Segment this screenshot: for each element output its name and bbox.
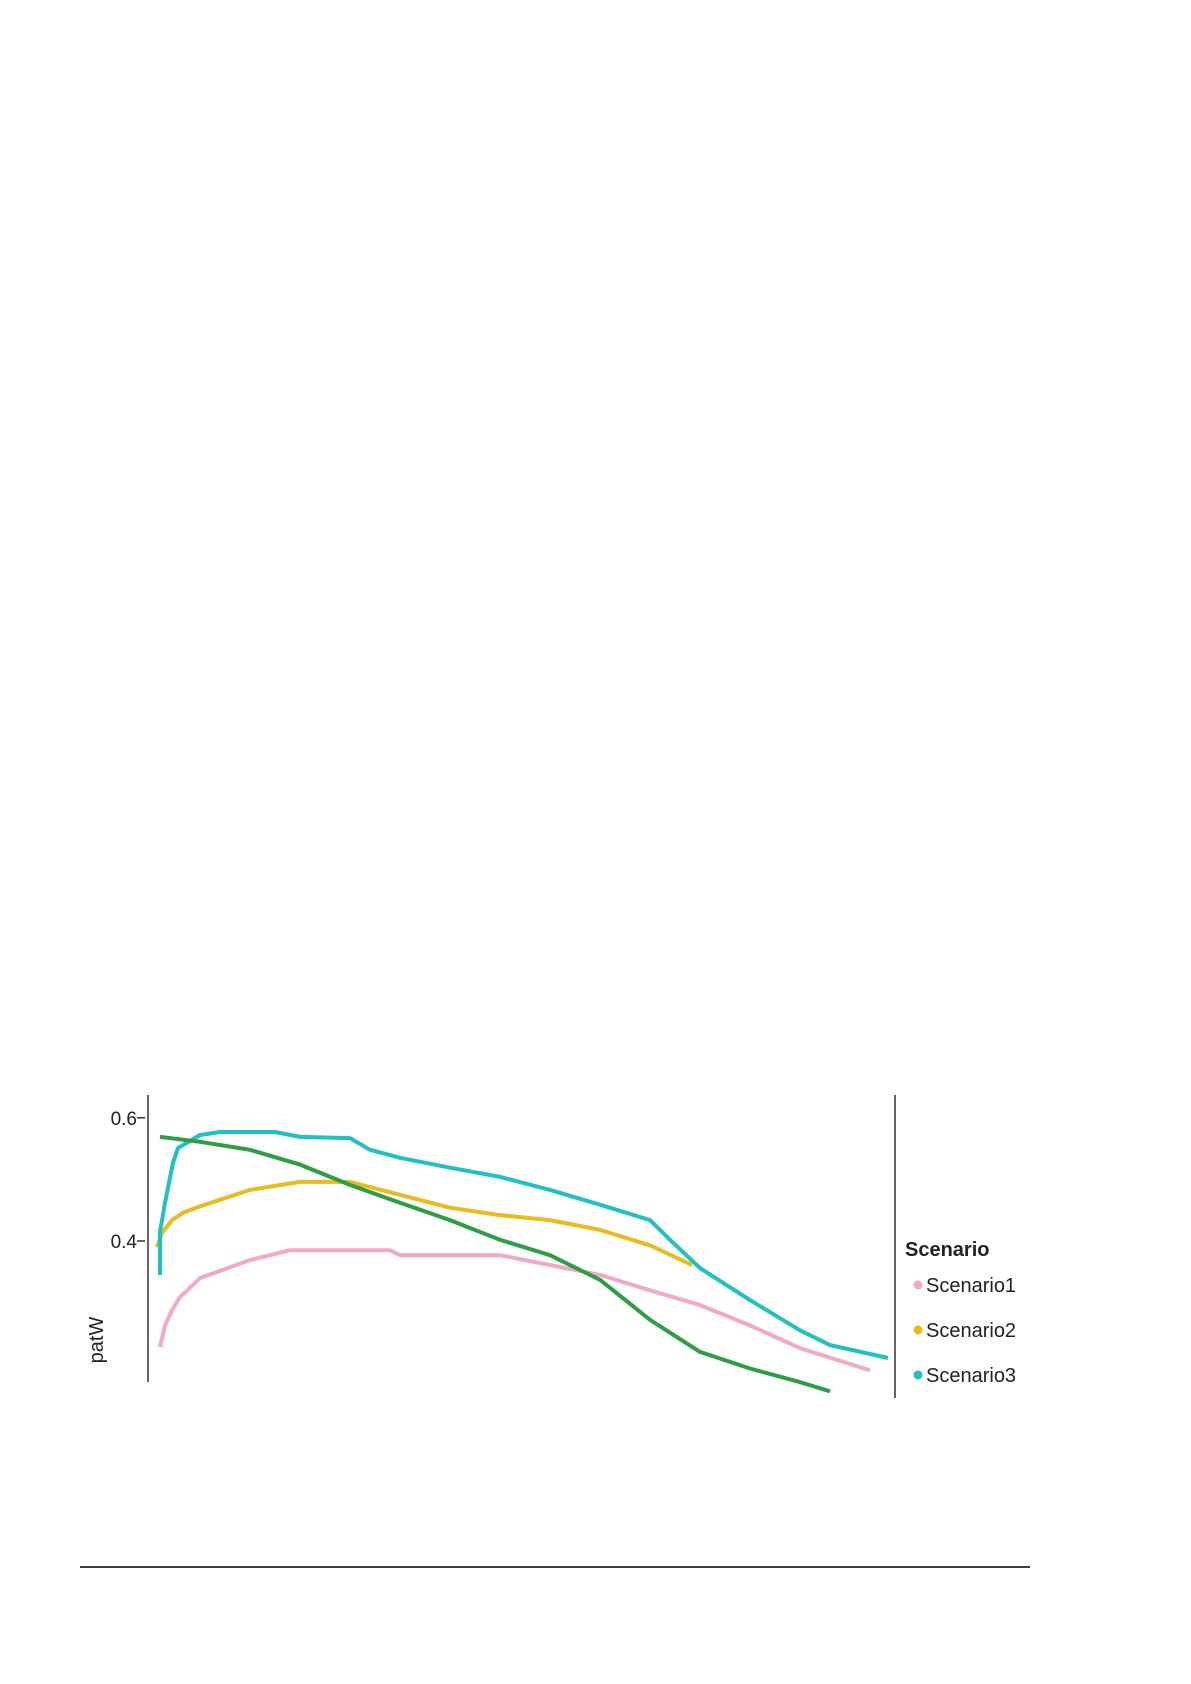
- y-tick-label: 0.4: [111, 1232, 138, 1253]
- y-tick-label: 0.6: [111, 1109, 137, 1130]
- series-line: [158, 1248, 871, 1373]
- legend-swatch: [913, 1325, 923, 1335]
- legend-label: Scenario2: [926, 1320, 1016, 1342]
- legend-label: Scenario1: [926, 1275, 1016, 1297]
- legend-swatch: [913, 1280, 923, 1290]
- legend-label: Scenario3: [926, 1365, 1016, 1387]
- legend-title: Scenario: [905, 1239, 989, 1261]
- series-line: [159, 1134, 831, 1394]
- series-line: [158, 1130, 889, 1360]
- legend-swatch: [913, 1370, 923, 1380]
- y-axis-label: patW: [86, 1317, 108, 1364]
- series-line: [155, 1179, 693, 1267]
- plot: 0.6 0.4 Scenario1 Scenario2 Scenario3: [111, 1109, 1016, 1394]
